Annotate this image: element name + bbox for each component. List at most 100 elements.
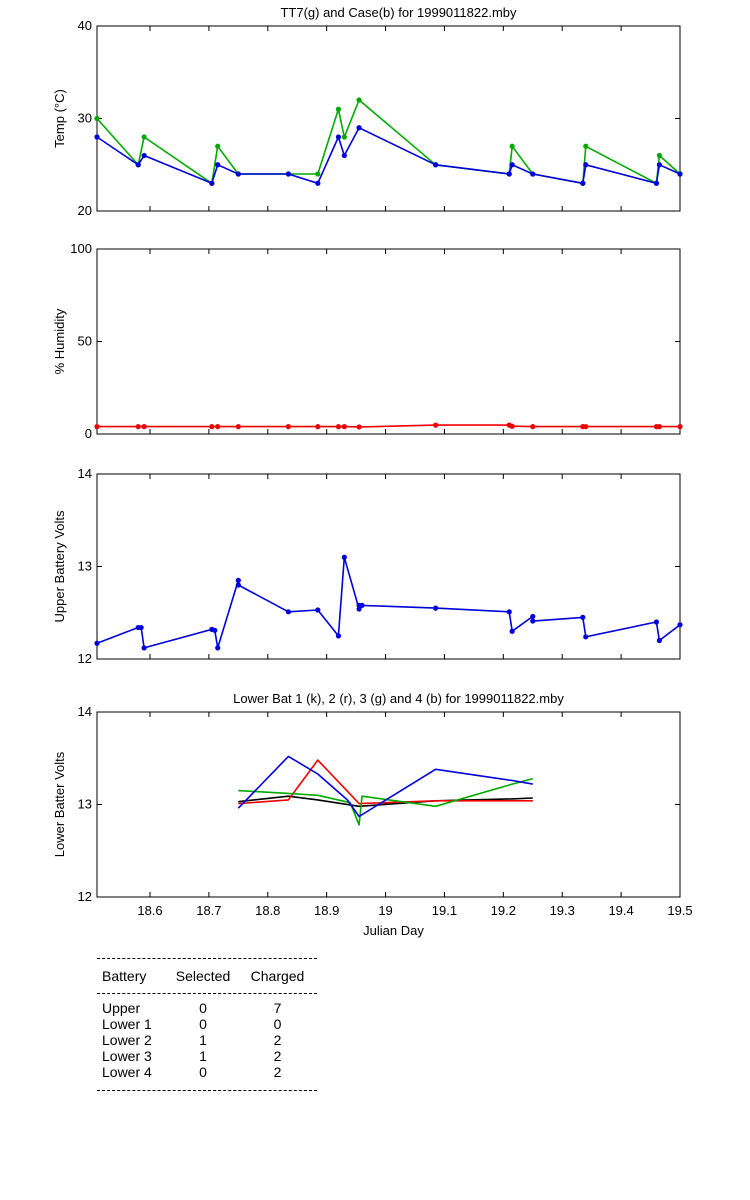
data-point bbox=[433, 162, 439, 168]
data-point bbox=[341, 152, 347, 159]
battery-selected: 1 bbox=[199, 1048, 207, 1064]
plot-frame bbox=[96, 25, 681, 212]
data-point bbox=[235, 424, 241, 430]
y-tick-label: 13 bbox=[78, 559, 92, 574]
data-point bbox=[583, 143, 589, 149]
data-point bbox=[215, 424, 221, 430]
series-line-3 bbox=[238, 777, 534, 826]
data-point bbox=[509, 423, 515, 429]
data-point bbox=[235, 577, 241, 583]
data-point bbox=[94, 115, 100, 122]
battery-selected: 1 bbox=[199, 1032, 207, 1048]
data-point bbox=[335, 633, 342, 639]
series-line-1 bbox=[96, 99, 681, 185]
series-line-1 bbox=[238, 795, 533, 808]
y-axis-label: Upper Battery Volts bbox=[52, 510, 67, 622]
battery-name: Lower 1 bbox=[102, 1016, 152, 1032]
x-tick-label: 19.5 bbox=[667, 903, 692, 918]
battery-selected: 0 bbox=[199, 1000, 207, 1016]
series-line-2 bbox=[238, 759, 533, 805]
y-tick-label: 12 bbox=[78, 651, 92, 666]
data-point bbox=[212, 627, 218, 633]
data-point bbox=[138, 624, 144, 631]
battery-name: Lower 4 bbox=[102, 1064, 152, 1080]
data-point bbox=[209, 424, 215, 430]
plot-frame bbox=[96, 248, 681, 435]
x-tick-label: 19.4 bbox=[608, 903, 633, 918]
data-point bbox=[509, 162, 515, 168]
x-tick-label: 19.1 bbox=[432, 903, 457, 918]
battery-name: Upper bbox=[102, 1000, 141, 1016]
table-top-rule bbox=[97, 958, 317, 959]
data-point bbox=[656, 152, 662, 159]
data-point bbox=[583, 424, 589, 430]
data-point bbox=[677, 424, 683, 430]
y-axis-label: Lower Batter Volts bbox=[52, 751, 67, 857]
data-point bbox=[315, 607, 321, 613]
battery-charged: 0 bbox=[273, 1016, 282, 1032]
data-point bbox=[656, 162, 662, 168]
data-point bbox=[530, 613, 536, 620]
y-tick-label: 20 bbox=[78, 203, 92, 218]
data-point bbox=[315, 171, 321, 177]
data-point bbox=[215, 645, 221, 651]
data-point bbox=[530, 618, 536, 624]
y-tick-label: 40 bbox=[78, 18, 92, 33]
table-row: Lower 2 1 2 bbox=[97, 1032, 317, 1048]
data-point bbox=[135, 162, 141, 168]
chart-title: Lower Bat 1 (k), 2 (r), 3 (g) and 4 (b) … bbox=[233, 691, 564, 706]
battery-selected: 0 bbox=[199, 1064, 207, 1080]
data-point bbox=[94, 640, 100, 646]
data-point bbox=[94, 424, 100, 430]
header-charged: Charged bbox=[250, 968, 305, 984]
data-point bbox=[356, 125, 362, 131]
y-tick-label: 12 bbox=[78, 889, 92, 904]
table-row: Lower 3 1 2 bbox=[97, 1048, 317, 1064]
data-point bbox=[141, 424, 147, 430]
y-tick-label: 14 bbox=[78, 704, 92, 719]
data-point bbox=[656, 637, 662, 644]
data-point bbox=[285, 609, 291, 615]
data-point bbox=[235, 582, 241, 588]
x-tick-label: 18.8 bbox=[255, 903, 280, 918]
data-point bbox=[677, 622, 683, 628]
data-point bbox=[135, 424, 141, 430]
chart-panel-3: 12 13 14 Upper Battery Volts bbox=[52, 466, 683, 666]
data-point bbox=[335, 424, 342, 430]
y-tick-label: 100 bbox=[70, 241, 92, 256]
x-tick-label: 19.3 bbox=[550, 903, 575, 918]
y-tick-label: 13 bbox=[78, 797, 92, 812]
data-point bbox=[506, 609, 512, 615]
chart-panel-4: 12 13 14 18.6 18.7 18.8 18.9 19 19.1 19.2 19.3 19.4… bbox=[52, 691, 693, 938]
data-point bbox=[677, 171, 683, 177]
table-header-rule bbox=[97, 993, 317, 994]
battery-charged: 2 bbox=[273, 1032, 282, 1048]
data-point bbox=[335, 106, 342, 112]
data-point bbox=[530, 171, 536, 177]
header-selected: Selected bbox=[175, 968, 231, 984]
data-point bbox=[335, 134, 342, 140]
x-tick-label: 19 bbox=[378, 903, 392, 918]
battery-charged: 7 bbox=[273, 1000, 282, 1016]
data-point bbox=[141, 645, 147, 651]
plot-frame bbox=[96, 473, 681, 660]
data-point bbox=[653, 619, 660, 625]
data-point bbox=[341, 134, 347, 140]
chart-panel-2: 0 50 100 % Humidity bbox=[52, 241, 683, 441]
y-tick-label: 0 bbox=[85, 426, 92, 441]
y-tick-label: 50 bbox=[78, 334, 92, 349]
chart-panel-1: 20 30 40 TT7(g) and Case(b) for 1999011822.… bbox=[52, 5, 683, 218]
data-point bbox=[506, 171, 512, 177]
data-point bbox=[315, 424, 321, 430]
data-point bbox=[341, 424, 347, 430]
y-tick-label: 30 bbox=[78, 111, 92, 126]
table-bottom-rule bbox=[97, 1090, 317, 1091]
data-point bbox=[285, 171, 291, 177]
x-tick-label: 18.9 bbox=[314, 903, 339, 918]
data-point bbox=[356, 606, 362, 612]
data-point bbox=[356, 424, 362, 430]
data-point bbox=[653, 180, 660, 186]
battery-selected: 0 bbox=[199, 1016, 207, 1032]
series-line-1 bbox=[96, 556, 681, 649]
